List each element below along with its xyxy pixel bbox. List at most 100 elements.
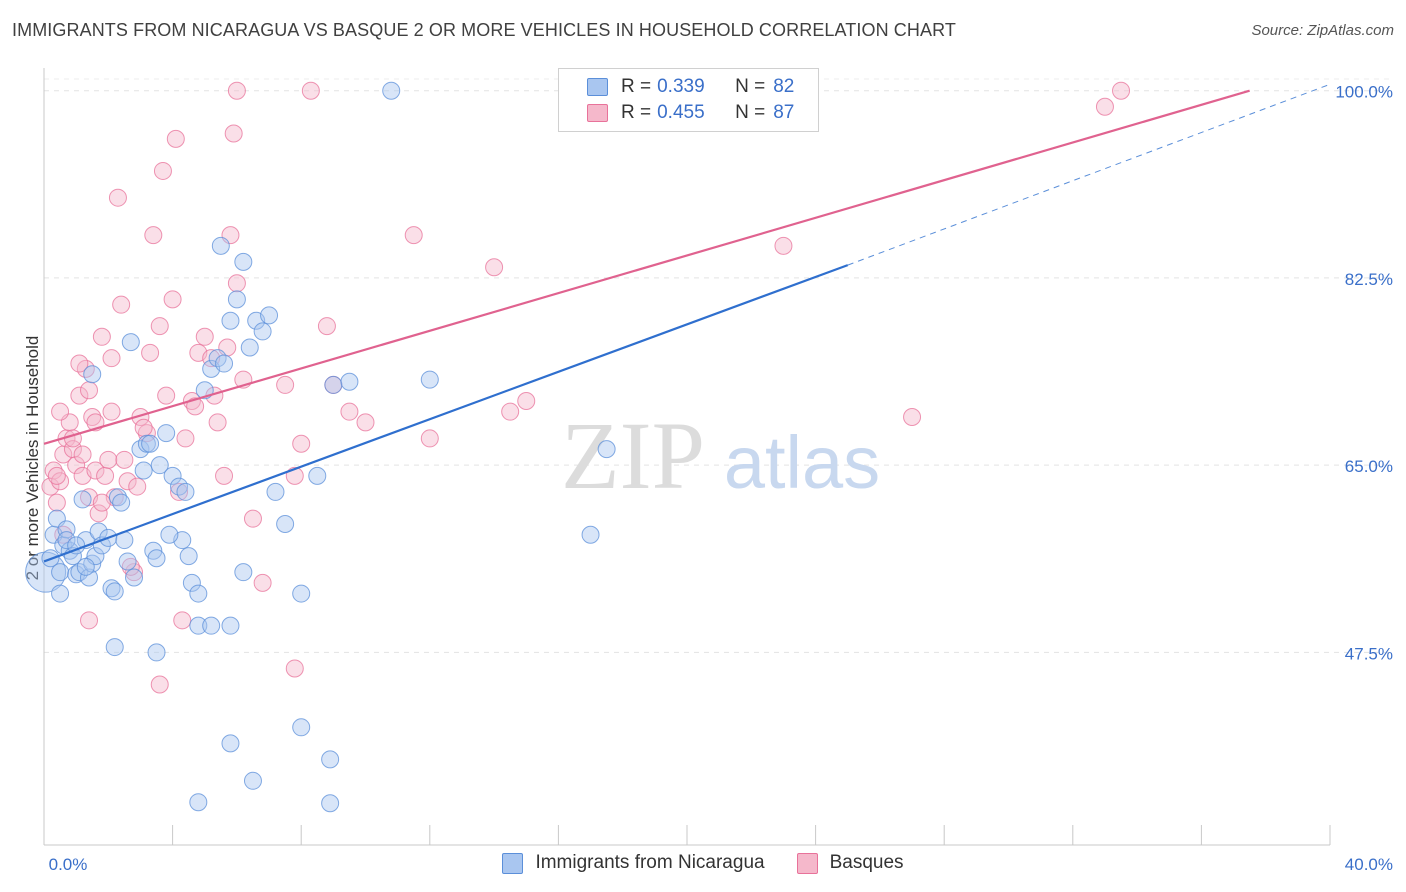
point-basques	[73, 445, 92, 464]
point-nicaragua	[57, 520, 76, 539]
legend-n-value-basques: 87	[773, 102, 795, 123]
point-basques	[80, 611, 99, 630]
point-basques	[253, 573, 272, 592]
point-basques	[224, 124, 243, 143]
bottom-legend-nicaragua[interactable]: Immigrants from Nicaragua	[502, 852, 765, 874]
point-nicaragua	[121, 333, 140, 352]
point-nicaragua	[321, 750, 340, 769]
point-nicaragua	[163, 466, 182, 485]
point-basques	[317, 317, 336, 336]
point-basques	[51, 402, 70, 421]
point-basques	[404, 226, 423, 245]
point-basques	[501, 402, 520, 421]
point-nicaragua	[321, 794, 340, 813]
point-basques	[47, 466, 66, 485]
point-nicaragua	[215, 354, 234, 373]
point-nicaragua	[420, 370, 439, 389]
point-basques	[150, 675, 169, 694]
point-nicaragua	[202, 616, 221, 635]
legend-row-nicaragua: R = 0.339 N = 82	[559, 74, 794, 100]
bottom-legend-label-nicaragua: Immigrants from Nicaragua	[535, 852, 765, 873]
point-nicaragua	[182, 573, 201, 592]
point-nicaragua	[89, 522, 108, 541]
point-basques	[115, 450, 134, 469]
source-label: Source: ZipAtlas.com	[1251, 22, 1394, 39]
point-basques	[150, 317, 169, 336]
chart-title: IMMIGRANTS FROM NICARAGUA VS BASQUE 2 OR…	[12, 20, 956, 40]
point-nicaragua	[253, 322, 272, 341]
point-nicaragua	[292, 718, 311, 737]
watermark-zip: ZIP	[561, 402, 705, 509]
point-basques	[208, 413, 227, 432]
point-nicaragua	[83, 365, 102, 384]
point-nicaragua	[292, 584, 311, 603]
bottom-legend-basques[interactable]: Basques	[796, 852, 904, 874]
bottom-legend-swatch-nicaragua	[502, 852, 524, 874]
legend: R = 0.339 N = 82 R = 0.455 N = 87	[558, 68, 819, 132]
bottom-legend-label-basques: Basques	[829, 852, 904, 873]
y-tick-label: 100.0%	[1335, 83, 1393, 102]
point-nicaragua	[147, 643, 166, 662]
point-basques	[86, 461, 105, 480]
point-nicaragua	[134, 461, 153, 480]
point-basques	[92, 493, 111, 512]
y-tick-label: 82.5%	[1345, 270, 1393, 289]
point-nicaragua	[150, 456, 169, 475]
point-basques	[517, 391, 536, 410]
point-nicaragua	[73, 490, 92, 509]
point-nicaragua	[221, 734, 240, 753]
bottom-legend-swatch-basques	[796, 852, 818, 874]
point-basques	[774, 236, 793, 255]
point-basques	[102, 349, 121, 368]
legend-row-basques: R = 0.455 N = 87	[559, 100, 794, 126]
legend-r-value-basques: 0.455	[657, 102, 705, 123]
point-nicaragua	[324, 375, 343, 394]
point-nicaragua	[125, 568, 144, 587]
point-nicaragua	[581, 525, 600, 544]
point-basques	[141, 343, 160, 362]
point-nicaragua	[160, 525, 179, 544]
legend-swatch-nicaragua	[587, 78, 608, 96]
point-basques	[227, 274, 246, 293]
point-basques	[112, 295, 131, 314]
point-basques	[137, 424, 156, 443]
legend-r-value-nicaragua: 0.339	[657, 76, 705, 97]
y-tick-label: 47.5%	[1345, 644, 1393, 663]
point-basques	[170, 482, 189, 501]
point-nicaragua	[176, 482, 195, 501]
point-basques	[89, 504, 108, 523]
point-basques	[83, 408, 102, 427]
point-nicaragua	[118, 552, 137, 571]
point-basques	[1112, 81, 1131, 100]
point-nicaragua	[189, 616, 208, 635]
point-basques	[157, 386, 176, 405]
point-nicaragua	[51, 563, 70, 582]
point-basques	[215, 466, 234, 485]
bottom-legend: Immigrants from Nicaragua Basques	[0, 852, 1406, 874]
point-basques	[292, 434, 311, 453]
point-basques	[243, 509, 262, 528]
point-nicaragua	[157, 424, 176, 443]
watermark-atlas: atlas	[724, 421, 880, 504]
legend-r-label: R =	[621, 76, 652, 97]
point-nicaragua	[382, 81, 401, 100]
point-basques	[356, 413, 375, 432]
point-basques	[903, 408, 922, 427]
point-basques	[163, 290, 182, 309]
point-basques	[166, 129, 185, 148]
point-basques	[276, 375, 295, 394]
point-nicaragua	[76, 557, 95, 576]
point-basques	[70, 386, 89, 405]
point-nicaragua	[189, 793, 208, 812]
point-basques	[44, 461, 63, 480]
point-nicaragua	[243, 771, 262, 790]
point-basques	[144, 226, 163, 245]
point-basques	[186, 397, 205, 416]
point-basques	[227, 81, 246, 100]
point-nicaragua	[25, 551, 67, 593]
trendline-basques	[43, 89, 1250, 445]
point-basques	[1095, 97, 1114, 116]
point-basques	[153, 161, 172, 180]
point-nicaragua	[221, 311, 240, 330]
